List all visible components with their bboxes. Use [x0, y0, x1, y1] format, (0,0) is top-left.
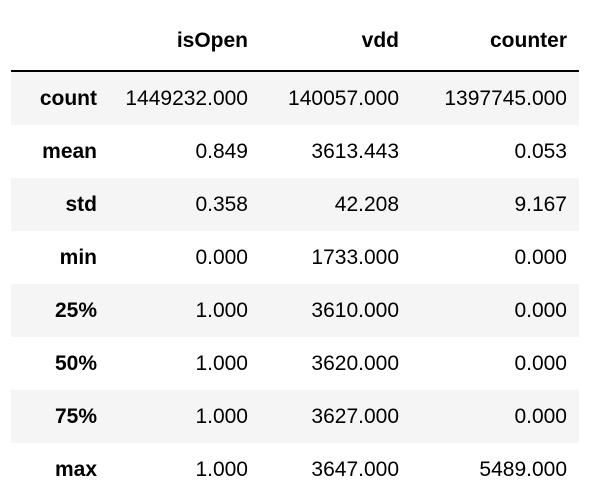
cell-counter: 0.000	[514, 404, 567, 428]
cell-isopen: 0.000	[195, 245, 248, 269]
cell-isopen: 1.000	[195, 298, 248, 322]
column-header-vdd: vdd	[260, 14, 411, 72]
table-row-75pct: 75% 1.000 3627.000 0.000	[11, 390, 579, 443]
cell-isopen: 1.000	[195, 457, 248, 481]
cell-vdd: 3610.000	[311, 298, 399, 322]
table-row-max: max 1.000 3647.000 5489.000	[11, 443, 579, 496]
row-label: 75%	[54, 404, 97, 428]
table-row-mean: mean 0.849 3613.443 0.053	[11, 125, 579, 178]
table-row-min: min 0.000 1733.000 0.000	[11, 231, 579, 284]
cell-isopen: 1.000	[195, 404, 248, 428]
table-row-50pct: 50% 1.000 3620.000 0.000	[11, 337, 579, 390]
column-header-isopen: isOpen	[109, 14, 260, 72]
row-label: 25%	[54, 298, 97, 322]
cell-vdd: 3613.443	[311, 139, 399, 163]
row-label: count	[39, 86, 97, 110]
row-label: mean	[42, 139, 97, 163]
cell-counter: 5489.000	[479, 457, 567, 481]
cell-vdd: 3627.000	[311, 404, 399, 428]
cell-vdd: 1733.000	[311, 245, 399, 269]
row-label: min	[59, 245, 97, 269]
table-body: count 1449232.000 140057.000 1397745.000…	[11, 71, 579, 496]
dataframe-output: isOpen vdd counter count 1449232.000 140…	[11, 14, 579, 496]
cell-vdd: 3647.000	[311, 457, 399, 481]
table-header: isOpen vdd counter	[11, 14, 579, 72]
cell-counter: 1397745.000	[444, 86, 567, 110]
cell-counter: 0.000	[514, 351, 567, 375]
index-header	[11, 14, 109, 72]
cell-isopen: 1.000	[195, 351, 248, 375]
cell-vdd: 140057.000	[288, 86, 399, 110]
table-row-25pct: 25% 1.000 3610.000 0.000	[11, 284, 579, 337]
cell-vdd: 42.208	[334, 192, 399, 216]
cell-counter: 0.000	[514, 245, 567, 269]
cell-counter: 0.053	[514, 139, 567, 163]
row-label: 50%	[54, 351, 97, 375]
describe-table: isOpen vdd counter count 1449232.000 140…	[11, 14, 579, 496]
table-row-count: count 1449232.000 140057.000 1397745.000	[11, 71, 579, 125]
cell-isopen: 0.358	[195, 192, 248, 216]
header-row: isOpen vdd counter	[11, 14, 579, 72]
cell-isopen: 1449232.000	[125, 86, 248, 110]
row-label: std	[65, 192, 98, 216]
cell-counter: 9.167	[514, 192, 567, 216]
cell-vdd: 3620.000	[311, 351, 399, 375]
cell-isopen: 0.849	[195, 139, 248, 163]
row-label: max	[54, 457, 97, 481]
table-row-std: std 0.358 42.208 9.167	[11, 178, 579, 231]
column-header-counter: counter	[411, 14, 579, 72]
cell-counter: 0.000	[514, 298, 567, 322]
